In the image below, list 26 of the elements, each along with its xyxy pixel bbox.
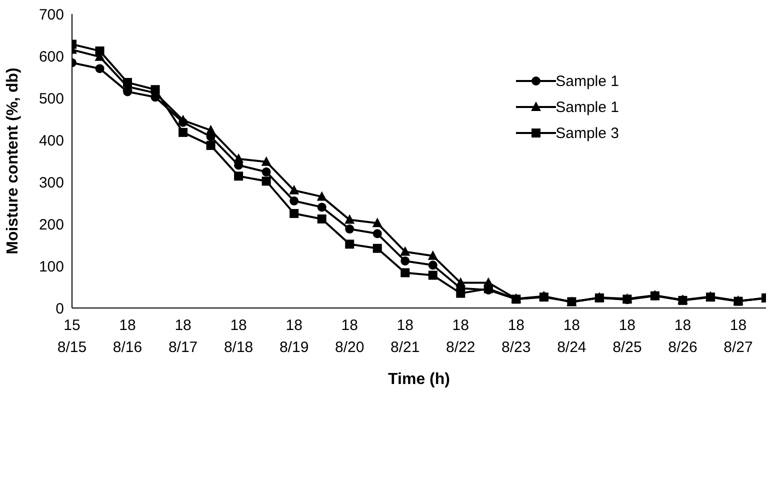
- y-tick-label: 700: [38, 6, 64, 24]
- y-tick-label: 600: [38, 48, 64, 66]
- y-tick-label: 500: [38, 90, 64, 108]
- x-tick-label: 18 8/24: [557, 317, 586, 356]
- x-tick-label: 18 8/23: [502, 317, 531, 356]
- x-tick-label: 18 8/22: [446, 317, 476, 356]
- x-tick-label: 15 8/15: [57, 317, 87, 356]
- x-tick-label: 18 8/18: [224, 317, 254, 356]
- x-tick-label: 18 8/16: [112, 317, 142, 356]
- x-tick-label: 18 8/19: [279, 317, 309, 356]
- y-tick-label: 300: [38, 174, 64, 192]
- y-tick-label: 200: [38, 216, 64, 234]
- x-tick-label: 18 8/20: [335, 317, 364, 356]
- legend-label: Sample 1: [556, 98, 619, 116]
- x-tick-label: 18 8/27: [724, 317, 753, 356]
- x-tick-label: 18 8/26: [668, 317, 698, 356]
- x-tick-label: 18 8/17: [168, 317, 198, 356]
- y-tick-label: 100: [38, 258, 64, 276]
- legend-label: Sample 1: [556, 72, 619, 90]
- x-tick-label: 18 8/25: [612, 317, 642, 356]
- y-tick-label: 400: [38, 132, 64, 150]
- x-axis-title: Time (h): [388, 371, 450, 388]
- y-axis-title: Moisture content (%, db): [4, 68, 22, 254]
- y-tick-label: 0: [56, 300, 64, 318]
- x-tick-label: 18 8/21: [390, 317, 420, 356]
- legend-label: Sample 3: [556, 124, 619, 142]
